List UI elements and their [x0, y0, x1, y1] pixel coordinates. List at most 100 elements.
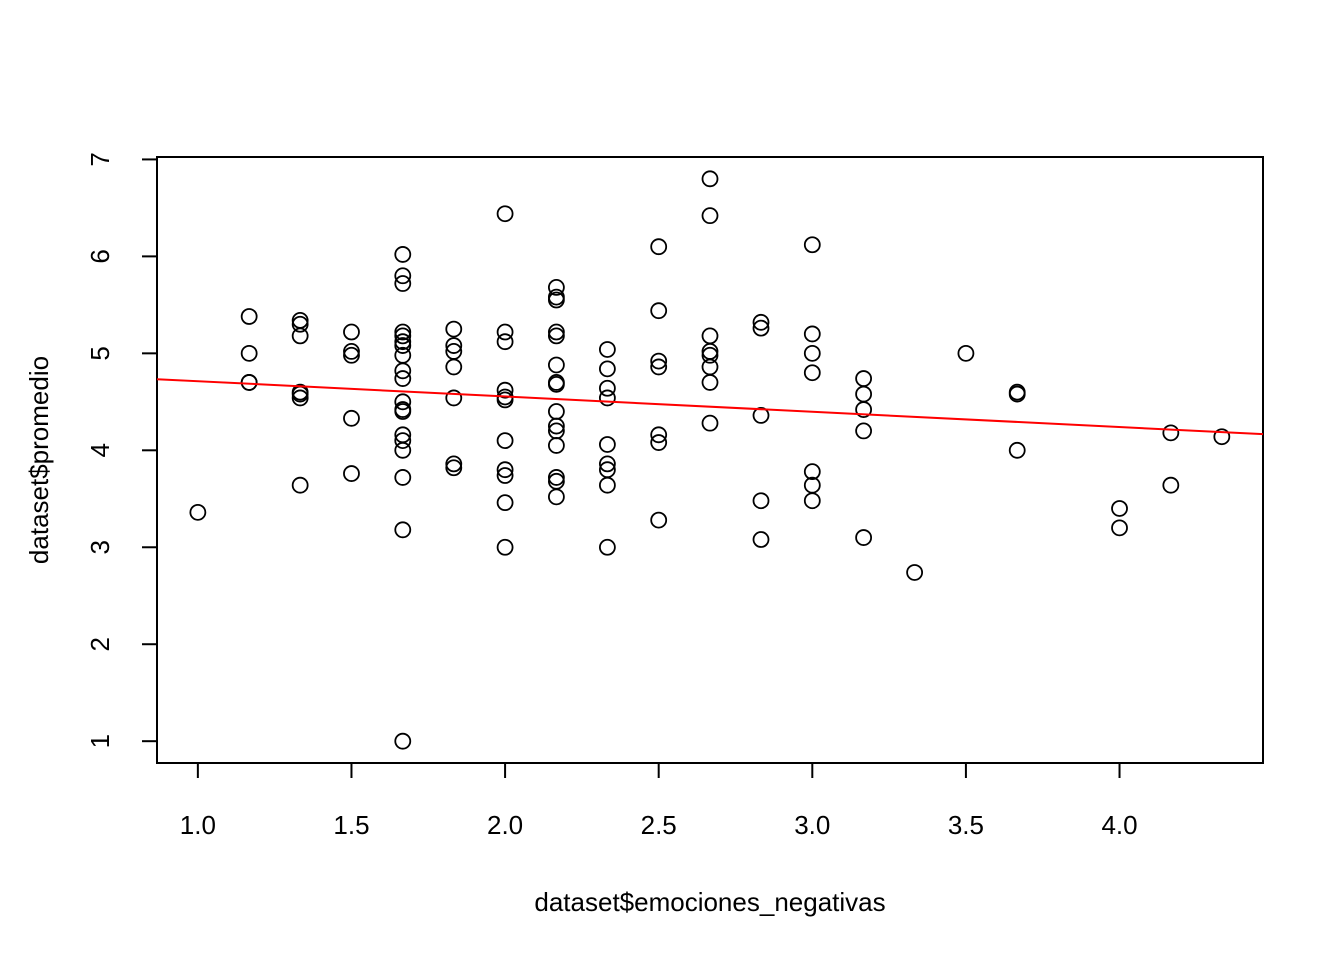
data-point	[291, 476, 309, 494]
x-tick-label: 4.0	[1101, 810, 1137, 840]
data-point	[547, 403, 565, 420]
data-point	[445, 459, 463, 477]
data-point	[445, 358, 463, 376]
data-point	[650, 238, 668, 256]
data-point	[394, 521, 412, 539]
data-point	[547, 375, 565, 393]
data-point	[547, 291, 565, 309]
data-point	[240, 344, 258, 362]
y-tick-label: 1	[85, 734, 115, 748]
data-point	[496, 432, 514, 450]
data-point	[547, 469, 565, 486]
y-tick-label: 5	[85, 346, 115, 360]
data-point	[291, 389, 309, 407]
data-point	[496, 381, 514, 399]
data-point	[496, 461, 514, 479]
data-point	[445, 320, 463, 338]
data-point	[445, 455, 463, 473]
data-point	[650, 511, 668, 529]
data-point	[598, 476, 616, 494]
data-point	[650, 352, 668, 370]
data-point	[598, 538, 616, 556]
data-point	[394, 403, 412, 420]
data-point	[343, 346, 360, 364]
data-point	[547, 437, 565, 454]
data-point	[496, 467, 514, 484]
data-point	[855, 370, 873, 387]
data-point	[189, 503, 207, 521]
data-point	[598, 455, 616, 473]
data-point	[650, 358, 668, 376]
regression-line	[156, 378, 1264, 436]
data-point	[803, 492, 821, 510]
y-tick-label: 6	[85, 249, 115, 263]
data-point	[394, 370, 412, 387]
data-point	[496, 391, 514, 409]
data-point	[343, 343, 360, 360]
data-points	[189, 170, 1231, 750]
data-point	[1111, 519, 1128, 537]
data-point	[752, 313, 770, 331]
data-point	[701, 343, 719, 360]
data-point	[598, 379, 616, 397]
data-point	[394, 732, 412, 750]
data-point	[394, 337, 412, 354]
data-point	[547, 356, 565, 374]
data-point	[957, 344, 975, 362]
data-point	[701, 207, 719, 225]
data-point	[394, 323, 412, 341]
data-point	[803, 236, 821, 254]
data-point	[445, 337, 463, 354]
data-point	[701, 327, 719, 345]
data-point	[1162, 424, 1180, 442]
data-point	[394, 333, 412, 351]
data-point	[394, 362, 412, 380]
data-point	[343, 323, 360, 341]
data-point	[394, 246, 412, 263]
data-point	[394, 267, 412, 285]
data-point	[803, 344, 821, 362]
data-point	[547, 417, 565, 435]
data-point	[496, 333, 514, 351]
data-point	[701, 346, 719, 364]
data-point	[1162, 476, 1180, 494]
y-tick-label: 4	[85, 443, 115, 457]
data-point	[547, 279, 565, 296]
data-point	[855, 422, 873, 440]
data-point	[598, 389, 616, 407]
data-point	[1008, 441, 1026, 459]
data-point	[240, 374, 258, 391]
data-point	[598, 436, 616, 453]
data-point	[598, 341, 616, 358]
data-point	[547, 327, 565, 345]
x-axis-label: dataset$emociones_negativas	[534, 887, 885, 917]
x-axis: 1.0 1.5 2.0 2.5 3.0 3.5 4.0	[180, 762, 1138, 840]
data-point	[394, 275, 412, 292]
y-axis: 1 2 3 4 5 6 7	[85, 152, 158, 748]
data-point	[752, 492, 770, 510]
data-point	[394, 327, 412, 345]
data-point	[394, 469, 412, 486]
data-point	[855, 401, 873, 418]
data-point	[291, 311, 309, 329]
data-point	[803, 364, 821, 382]
data-point	[701, 374, 719, 391]
data-point	[240, 308, 258, 325]
data-point	[701, 414, 719, 432]
data-point	[650, 434, 668, 451]
data-point	[291, 315, 309, 333]
data-point	[598, 360, 616, 378]
y-tick-label: 2	[85, 637, 115, 651]
data-point	[445, 389, 463, 407]
x-tick-label: 2.5	[641, 810, 677, 840]
data-point	[496, 205, 514, 223]
data-point	[1213, 428, 1231, 446]
x-tick-label: 3.5	[948, 810, 984, 840]
data-point	[394, 432, 412, 450]
data-point	[496, 494, 514, 512]
data-point	[855, 529, 873, 546]
data-point	[547, 488, 565, 506]
y-tick-label: 7	[85, 152, 115, 166]
data-point	[291, 327, 309, 345]
